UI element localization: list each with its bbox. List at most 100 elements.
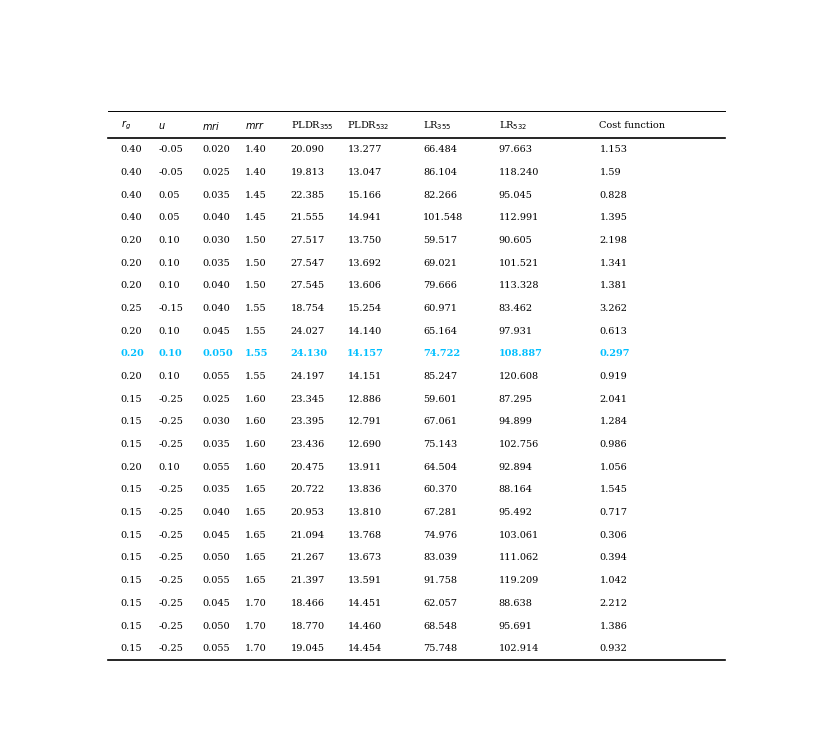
Text: 0.10: 0.10 <box>159 236 180 245</box>
Text: 1.042: 1.042 <box>599 576 628 585</box>
Text: -0.25: -0.25 <box>159 417 183 426</box>
Text: $mri$: $mri$ <box>202 119 220 132</box>
Text: 0.055: 0.055 <box>202 463 230 472</box>
Text: 0.20: 0.20 <box>120 327 142 336</box>
Text: 59.601: 59.601 <box>423 395 457 404</box>
Text: 1.60: 1.60 <box>246 440 267 449</box>
Text: $mrr$: $mrr$ <box>246 120 265 131</box>
Text: 87.295: 87.295 <box>498 395 533 404</box>
Text: -0.25: -0.25 <box>159 485 183 494</box>
Text: 1.056: 1.056 <box>599 463 627 472</box>
Text: 94.899: 94.899 <box>498 417 533 426</box>
Text: -0.25: -0.25 <box>159 576 183 585</box>
Text: 1.386: 1.386 <box>599 621 628 631</box>
Text: -0.25: -0.25 <box>159 621 183 631</box>
Text: 0.932: 0.932 <box>599 644 628 653</box>
Text: 23.345: 23.345 <box>291 395 325 404</box>
Text: 0.045: 0.045 <box>202 327 230 336</box>
Text: 27.545: 27.545 <box>291 281 324 290</box>
Text: 95.691: 95.691 <box>498 621 533 631</box>
Text: -0.15: -0.15 <box>159 304 183 313</box>
Text: 1.65: 1.65 <box>246 485 267 494</box>
Text: -0.25: -0.25 <box>159 599 183 608</box>
Text: 0.10: 0.10 <box>159 259 180 268</box>
Text: 0.15: 0.15 <box>120 644 142 653</box>
Text: 66.484: 66.484 <box>423 145 457 154</box>
Text: 62.057: 62.057 <box>423 599 457 608</box>
Text: 13.836: 13.836 <box>347 485 381 494</box>
Text: 18.770: 18.770 <box>291 621 324 631</box>
Text: 60.971: 60.971 <box>423 304 457 313</box>
Text: 0.15: 0.15 <box>120 576 142 585</box>
Text: 21.397: 21.397 <box>291 576 325 585</box>
Text: 1.59: 1.59 <box>599 168 621 177</box>
Text: 19.813: 19.813 <box>291 168 324 177</box>
Text: 27.547: 27.547 <box>291 259 325 268</box>
Text: 0.394: 0.394 <box>599 553 628 562</box>
Text: 103.061: 103.061 <box>498 531 539 540</box>
Text: 20.090: 20.090 <box>291 145 324 154</box>
Text: 2.212: 2.212 <box>599 599 628 608</box>
Text: 14.140: 14.140 <box>347 327 381 336</box>
Text: 119.209: 119.209 <box>498 576 539 585</box>
Text: -0.05: -0.05 <box>159 168 183 177</box>
Text: 95.492: 95.492 <box>498 508 533 517</box>
Text: 0.055: 0.055 <box>202 372 230 381</box>
Text: 20.475: 20.475 <box>291 463 324 472</box>
Text: 1.40: 1.40 <box>246 145 267 154</box>
Text: 0.986: 0.986 <box>599 440 627 449</box>
Text: LR$_{532}$: LR$_{532}$ <box>498 119 527 132</box>
Text: 69.021: 69.021 <box>423 259 457 268</box>
Text: 118.240: 118.240 <box>498 168 539 177</box>
Text: 1.45: 1.45 <box>246 191 267 200</box>
Text: -0.25: -0.25 <box>159 553 183 562</box>
Text: 0.035: 0.035 <box>202 259 230 268</box>
Text: 97.663: 97.663 <box>498 145 533 154</box>
Text: 75.143: 75.143 <box>423 440 457 449</box>
Text: 13.277: 13.277 <box>347 145 382 154</box>
Text: 0.306: 0.306 <box>599 531 627 540</box>
Text: 1.65: 1.65 <box>246 531 267 540</box>
Text: 1.40: 1.40 <box>246 168 267 177</box>
Text: 0.10: 0.10 <box>159 281 180 290</box>
Text: 20.953: 20.953 <box>291 508 324 517</box>
Text: 85.247: 85.247 <box>423 372 457 381</box>
Text: PLDR$_{532}$: PLDR$_{532}$ <box>347 119 390 132</box>
Text: 1.45: 1.45 <box>246 213 267 222</box>
Text: 1.70: 1.70 <box>246 644 267 653</box>
Text: -0.05: -0.05 <box>159 145 183 154</box>
Text: 12.886: 12.886 <box>347 395 381 404</box>
Text: 88.638: 88.638 <box>498 599 533 608</box>
Text: 0.025: 0.025 <box>202 395 230 404</box>
Text: 14.454: 14.454 <box>347 644 381 653</box>
Text: 0.20: 0.20 <box>120 259 142 268</box>
Text: 0.055: 0.055 <box>202 644 230 653</box>
Text: 0.613: 0.613 <box>599 327 628 336</box>
Text: 0.035: 0.035 <box>202 485 230 494</box>
Text: 15.166: 15.166 <box>347 191 381 200</box>
Text: -0.25: -0.25 <box>159 508 183 517</box>
Text: 0.40: 0.40 <box>120 191 142 200</box>
Text: 0.05: 0.05 <box>159 191 180 200</box>
Text: 0.919: 0.919 <box>599 372 627 381</box>
Text: 79.666: 79.666 <box>423 281 457 290</box>
Text: 0.055: 0.055 <box>202 576 230 585</box>
Text: 60.370: 60.370 <box>423 485 457 494</box>
Text: 1.55: 1.55 <box>246 327 267 336</box>
Text: LR$_{355}$: LR$_{355}$ <box>423 119 451 132</box>
Text: 1.545: 1.545 <box>599 485 628 494</box>
Text: 0.15: 0.15 <box>120 621 142 631</box>
Text: 92.894: 92.894 <box>498 463 533 472</box>
Text: 12.791: 12.791 <box>347 417 381 426</box>
Text: 0.20: 0.20 <box>120 463 142 472</box>
Text: 67.061: 67.061 <box>423 417 457 426</box>
Text: 64.504: 64.504 <box>423 463 457 472</box>
Text: PLDR$_{355}$: PLDR$_{355}$ <box>291 119 333 132</box>
Text: 67.281: 67.281 <box>423 508 457 517</box>
Text: 0.040: 0.040 <box>202 508 230 517</box>
Text: 0.10: 0.10 <box>159 349 182 358</box>
Text: 102.756: 102.756 <box>498 440 539 449</box>
Text: 24.130: 24.130 <box>291 349 328 358</box>
Text: 0.050: 0.050 <box>202 349 233 358</box>
Text: 18.754: 18.754 <box>291 304 324 313</box>
